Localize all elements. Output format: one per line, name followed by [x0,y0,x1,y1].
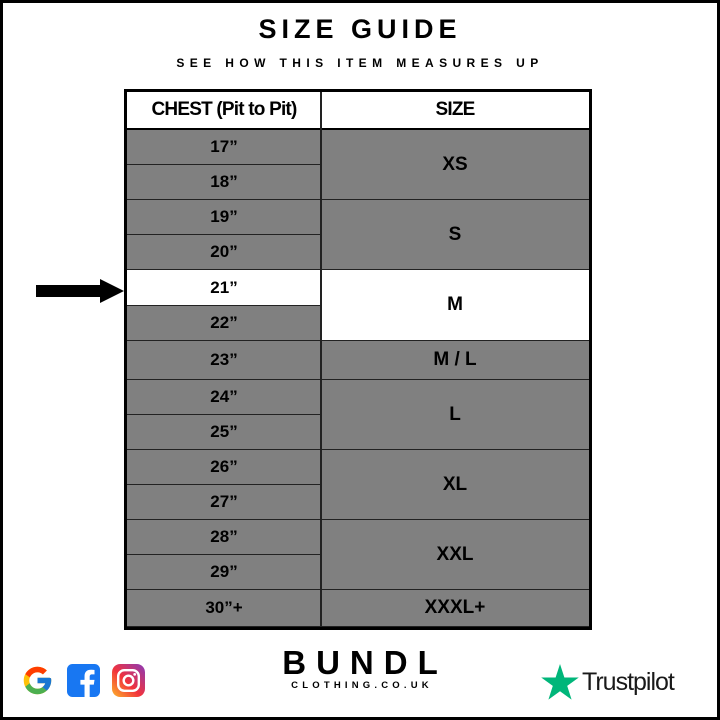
google-icon[interactable] [21,664,54,697]
trustpilot-logo[interactable]: Trustpilot [541,664,675,700]
size-cell: XL [321,450,589,520]
size-table: CHEST (Pit to Pit) SIZE 17” 18” 19” 20” 21” 22”… [124,89,592,630]
size-cell: XXL [321,520,589,590]
chest-cell: 19” [127,200,321,235]
chest-cell: 25” [127,415,321,450]
size-cell: M / L [321,341,589,380]
chest-cell: 23” [127,341,321,380]
trustpilot-star-icon [541,664,579,700]
page-title: SIZE GUIDE [258,14,462,44]
chest-cell: 26” [127,450,321,485]
header-chest: CHEST (Pit to Pit) [127,92,321,130]
size-cell: XS [321,130,589,200]
size-cell: M [321,270,589,341]
chest-cell: 30”+ [127,590,321,627]
size-cell: S [321,200,589,270]
chest-cell: 21” [127,270,321,306]
brand-name: BUNDL [282,644,448,681]
chest-cell: 27” [127,485,321,520]
header-size: SIZE [321,92,589,130]
chest-cell: 22” [127,306,321,341]
page-subtitle: SEE HOW THIS ITEM MEASURES UP [176,56,544,70]
chest-cell: 20” [127,235,321,270]
brand-logo: BUNDL CLOTHING.CO.UK [0,644,720,692]
chest-cell: 29” [127,555,321,590]
trustpilot-label: Trustpilot [582,667,675,696]
column-divider [320,92,322,627]
instagram-icon[interactable] [112,664,145,697]
brand-domain: CLOTHING.CO.UK [291,680,433,691]
size-cell: L [321,380,589,450]
chest-cell: 24” [127,380,321,415]
facebook-icon[interactable] [67,664,100,697]
chest-cell: 18” [127,165,321,200]
arrow-right-icon [36,279,124,303]
chest-cell: 28” [127,520,321,555]
chest-cell: 17” [127,130,321,165]
size-cell: XXXL+ [321,590,589,627]
